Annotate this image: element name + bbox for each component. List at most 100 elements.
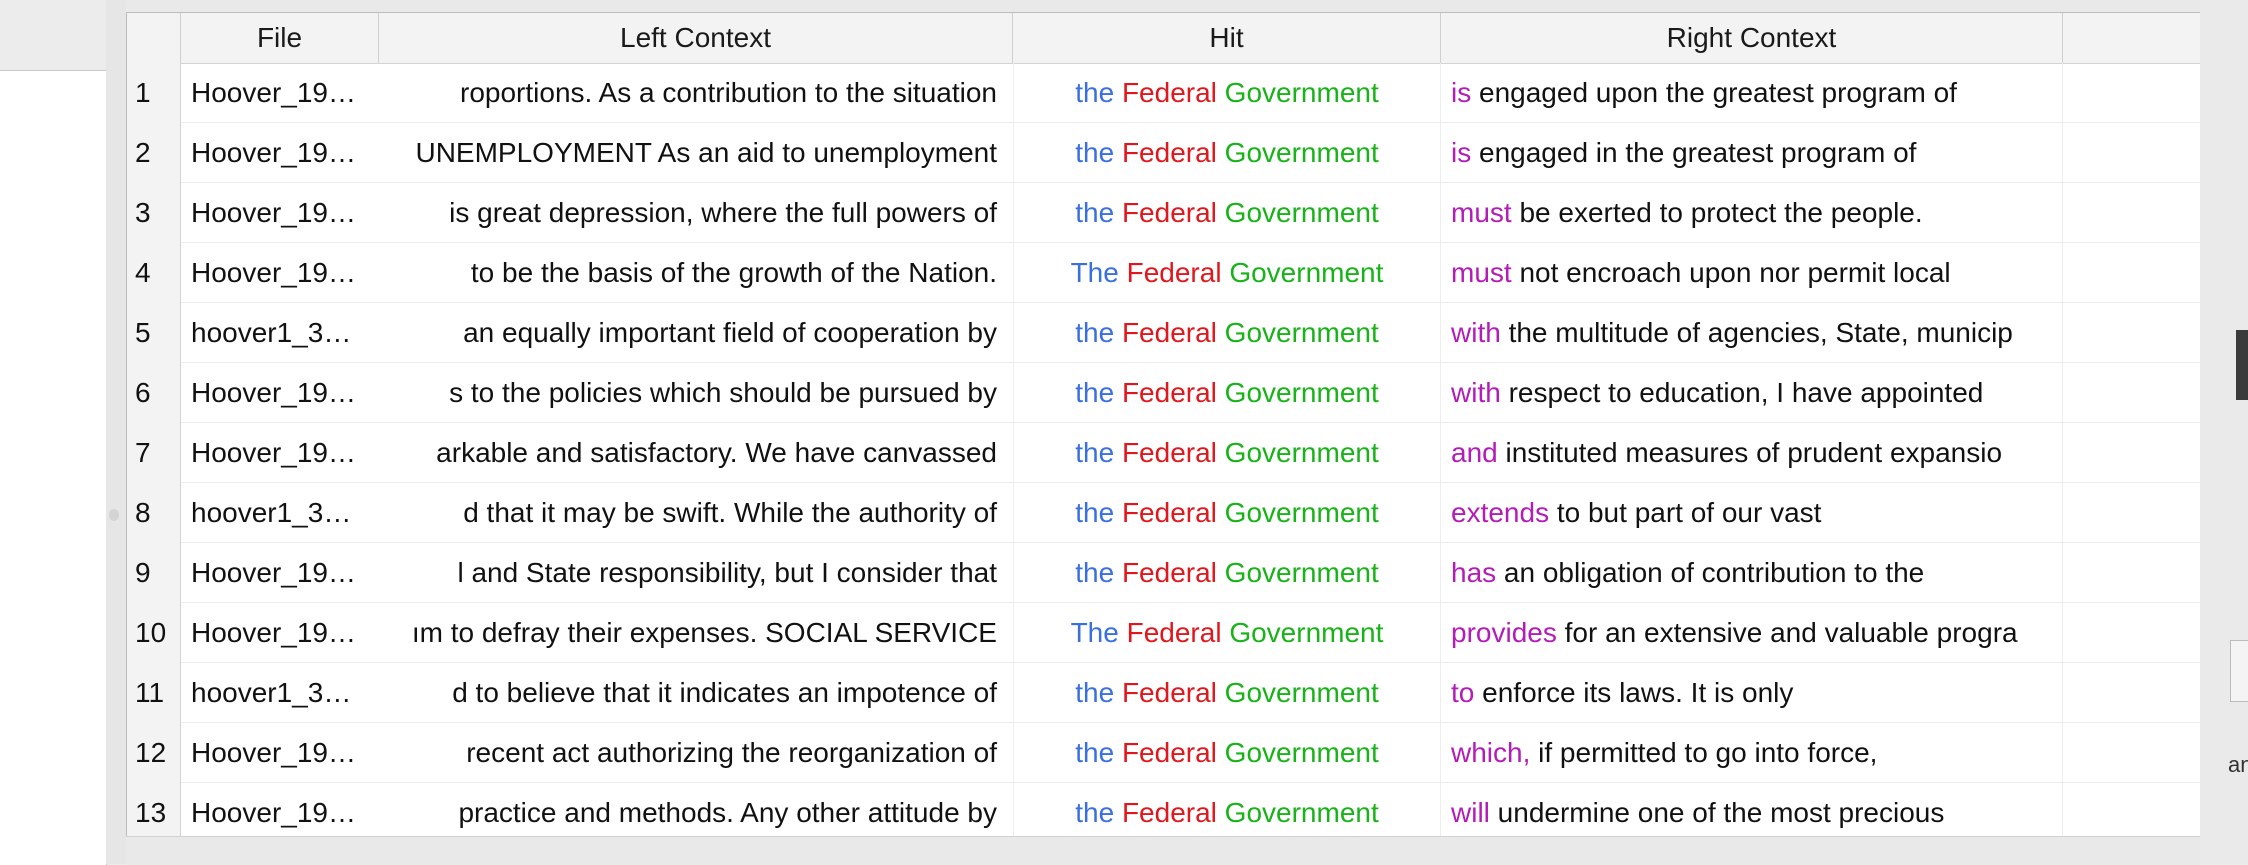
left-context-cell[interactable]: s to the policies which should be pursue… — [379, 363, 1013, 423]
splitter-grip-icon[interactable] — [109, 509, 119, 521]
left-context-cell[interactable]: an equally important field of cooperatio… — [379, 303, 1013, 363]
file-cell[interactable]: Hoover_19… — [191, 377, 356, 408]
row-number[interactable]: 7 — [127, 423, 181, 483]
right-context-cell[interactable]: which, if permitted to go into force, — [1441, 723, 2063, 783]
column-header-file[interactable]: File — [181, 13, 379, 63]
file-cell[interactable]: Hoover_19… — [191, 617, 356, 648]
column-header-right-context[interactable]: Right Context — [1441, 13, 2063, 63]
right-context-cell[interactable]: must not encroach upon nor permit local — [1441, 243, 2063, 303]
table-row[interactable]: 7 Hoover_19… arkable and satisfactory. We … — [127, 423, 2201, 483]
table-row[interactable]: 1 Hoover_19… roportions. As a contribution… — [127, 63, 2201, 123]
hit-cell[interactable]: The Federal Government — [1013, 243, 1441, 303]
table-row[interactable]: 2 Hoover_19… UNEMPLOYMENT As an aid to une… — [127, 123, 2201, 183]
right-context-cell[interactable]: with respect to education, I have appoin… — [1441, 363, 2063, 423]
hit-cell[interactable]: the Federal Government — [1013, 723, 1441, 783]
hit-cell[interactable]: the Federal Government — [1013, 183, 1441, 243]
hit-cell[interactable]: The Federal Government — [1013, 603, 1441, 663]
left-context-cell[interactable]: d that it may be swift. While the author… — [379, 483, 1013, 543]
left-context-cell[interactable]: UNEMPLOYMENT As an aid to unemployment — [379, 123, 1013, 183]
right-context-cell[interactable]: is engaged in the greatest program of — [1441, 123, 2063, 183]
left-context-cell[interactable]: recent act authorizing the reorganizatio… — [379, 723, 1013, 783]
hit-cell[interactable]: the Federal Government — [1013, 123, 1441, 183]
hit-word: Federal — [1121, 137, 1217, 168]
column-header-hit[interactable]: Hit — [1013, 13, 1441, 63]
left-context-cell[interactable]: ım to defray their expenses. SOCIAL SERV… — [379, 603, 1013, 663]
right-context-cell[interactable]: to enforce its laws. It is only — [1441, 663, 2063, 723]
row-number[interactable]: 2 — [127, 123, 181, 183]
hit-cell[interactable]: the Federal Government — [1013, 543, 1441, 603]
table-row[interactable]: 4 Hoover_19… to be the basis of the growth… — [127, 243, 2201, 303]
file-cell[interactable]: hoover1_3… — [191, 677, 352, 708]
hit-word: The — [1070, 257, 1119, 288]
left-context-text: an equally important field of cooperatio… — [463, 317, 997, 348]
file-cell[interactable]: Hoover_19… — [191, 257, 356, 288]
row-number[interactable]: 5 — [127, 303, 181, 363]
row-number[interactable]: 6 — [127, 363, 181, 423]
pane-splitter[interactable] — [106, 0, 126, 864]
left-context-cell[interactable]: l and State responsibility, but I consid… — [379, 543, 1013, 603]
right-context-text: respect to education, I have appointed — [1500, 377, 1984, 408]
row-number[interactable]: 3 — [127, 183, 181, 243]
row-number[interactable]: 10 — [127, 603, 181, 663]
right-context-text: instituted measures of prudent expansio — [1497, 437, 2003, 468]
table-row[interactable]: 11 hoover1_3… d to believe that it indicat… — [127, 663, 2201, 723]
left-context-cell[interactable]: is great depression, where the full powe… — [379, 183, 1013, 243]
file-cell[interactable]: hoover1_3… — [191, 317, 352, 348]
row-number[interactable]: 12 — [127, 723, 181, 783]
hit-word: the — [1075, 137, 1115, 168]
right-context-cell[interactable]: and instituted measures of prudent expan… — [1441, 423, 2063, 483]
right-context-text: engaged upon the greatest program of — [1471, 77, 1957, 108]
right-context-cell[interactable]: provides for an extensive and valuable p… — [1441, 603, 2063, 663]
file-cell[interactable]: Hoover_19… — [191, 77, 356, 108]
row-number-header[interactable] — [127, 13, 181, 63]
row-number[interactable]: 8 — [127, 483, 181, 543]
table-row[interactable]: 10 Hoover_19… ım to defray their expenses.… — [127, 603, 2201, 663]
row-number[interactable]: 13 — [127, 783, 181, 837]
file-cell[interactable]: Hoover_19… — [191, 197, 356, 228]
table-row[interactable]: 9 Hoover_19… l and State responsibility, b… — [127, 543, 2201, 603]
file-cell[interactable]: hoover1_3… — [191, 497, 352, 528]
column-header-left-context[interactable]: Left Context — [379, 13, 1013, 63]
file-cell[interactable]: Hoover_19… — [191, 797, 356, 828]
right-edge-control[interactable] — [2230, 640, 2248, 702]
hit-word: Government — [1224, 197, 1379, 228]
table-row[interactable]: 8 hoover1_3… d that it may be swift. While… — [127, 483, 2201, 543]
left-context-cell[interactable]: arkable and satisfactory. We have canvas… — [379, 423, 1013, 483]
right-context-cell[interactable]: is engaged upon the greatest program of — [1441, 63, 2063, 123]
left-context-cell[interactable]: d to believe that it indicates an impote… — [379, 663, 1013, 723]
hit-cell[interactable]: the Federal Government — [1013, 63, 1441, 123]
right-context-cell[interactable]: has an obligation of contribution to the — [1441, 543, 2063, 603]
table-row[interactable]: 6 Hoover_19… s to the policies which shoul… — [127, 363, 2201, 423]
right-context-cell[interactable]: must be exerted to protect the people. — [1441, 183, 2063, 243]
hit-word: Federal — [1121, 197, 1217, 228]
file-cell[interactable]: Hoover_19… — [191, 437, 356, 468]
table-row[interactable]: 13 Hoover_19… practice and methods. Any ot… — [127, 783, 2201, 837]
left-context-cell[interactable]: practice and methods. Any other attitude… — [379, 783, 1013, 837]
table-row[interactable]: 12 Hoover_19… recent act authorizing the r… — [127, 723, 2201, 783]
left-context-text: UNEMPLOYMENT As an aid to unemployment — [415, 137, 997, 168]
row-number[interactable]: 1 — [127, 63, 181, 123]
left-context-text: recent act authorizing the reorganizatio… — [466, 737, 997, 768]
row-number[interactable]: 4 — [127, 243, 181, 303]
right-context-cell[interactable]: will undermine one of the most precious — [1441, 783, 2063, 837]
file-cell[interactable]: Hoover_19… — [191, 557, 356, 588]
row-number[interactable]: 11 — [127, 663, 181, 723]
hit-cell[interactable]: the Federal Government — [1013, 783, 1441, 837]
file-cell[interactable]: Hoover_19… — [191, 137, 356, 168]
row-number[interactable]: 9 — [127, 543, 181, 603]
hit-cell[interactable]: the Federal Government — [1013, 423, 1441, 483]
right-context-keyword: provides — [1451, 617, 1557, 648]
hit-word: the — [1075, 677, 1115, 708]
left-context-cell[interactable]: roportions. As a contribution to the sit… — [379, 63, 1013, 123]
right-context-cell[interactable]: extends to but part of our vast — [1441, 483, 2063, 543]
table-row[interactable]: 5 hoover1_3… an equally important field of… — [127, 303, 2201, 363]
hit-cell[interactable]: the Federal Government — [1013, 303, 1441, 363]
hit-cell[interactable]: the Federal Government — [1013, 663, 1441, 723]
right-context-cell[interactable]: with the multitude of agencies, State, m… — [1441, 303, 2063, 363]
left-context-cell[interactable]: to be the basis of the growth of the Nat… — [379, 243, 1013, 303]
table-row[interactable]: 3 Hoover_19… is great depression, where th… — [127, 183, 2201, 243]
hit-cell[interactable]: the Federal Government — [1013, 363, 1441, 423]
hit-cell[interactable]: the Federal Government — [1013, 483, 1441, 543]
file-cell[interactable]: Hoover_19… — [191, 737, 356, 768]
hit-word: Federal — [1121, 497, 1217, 528]
